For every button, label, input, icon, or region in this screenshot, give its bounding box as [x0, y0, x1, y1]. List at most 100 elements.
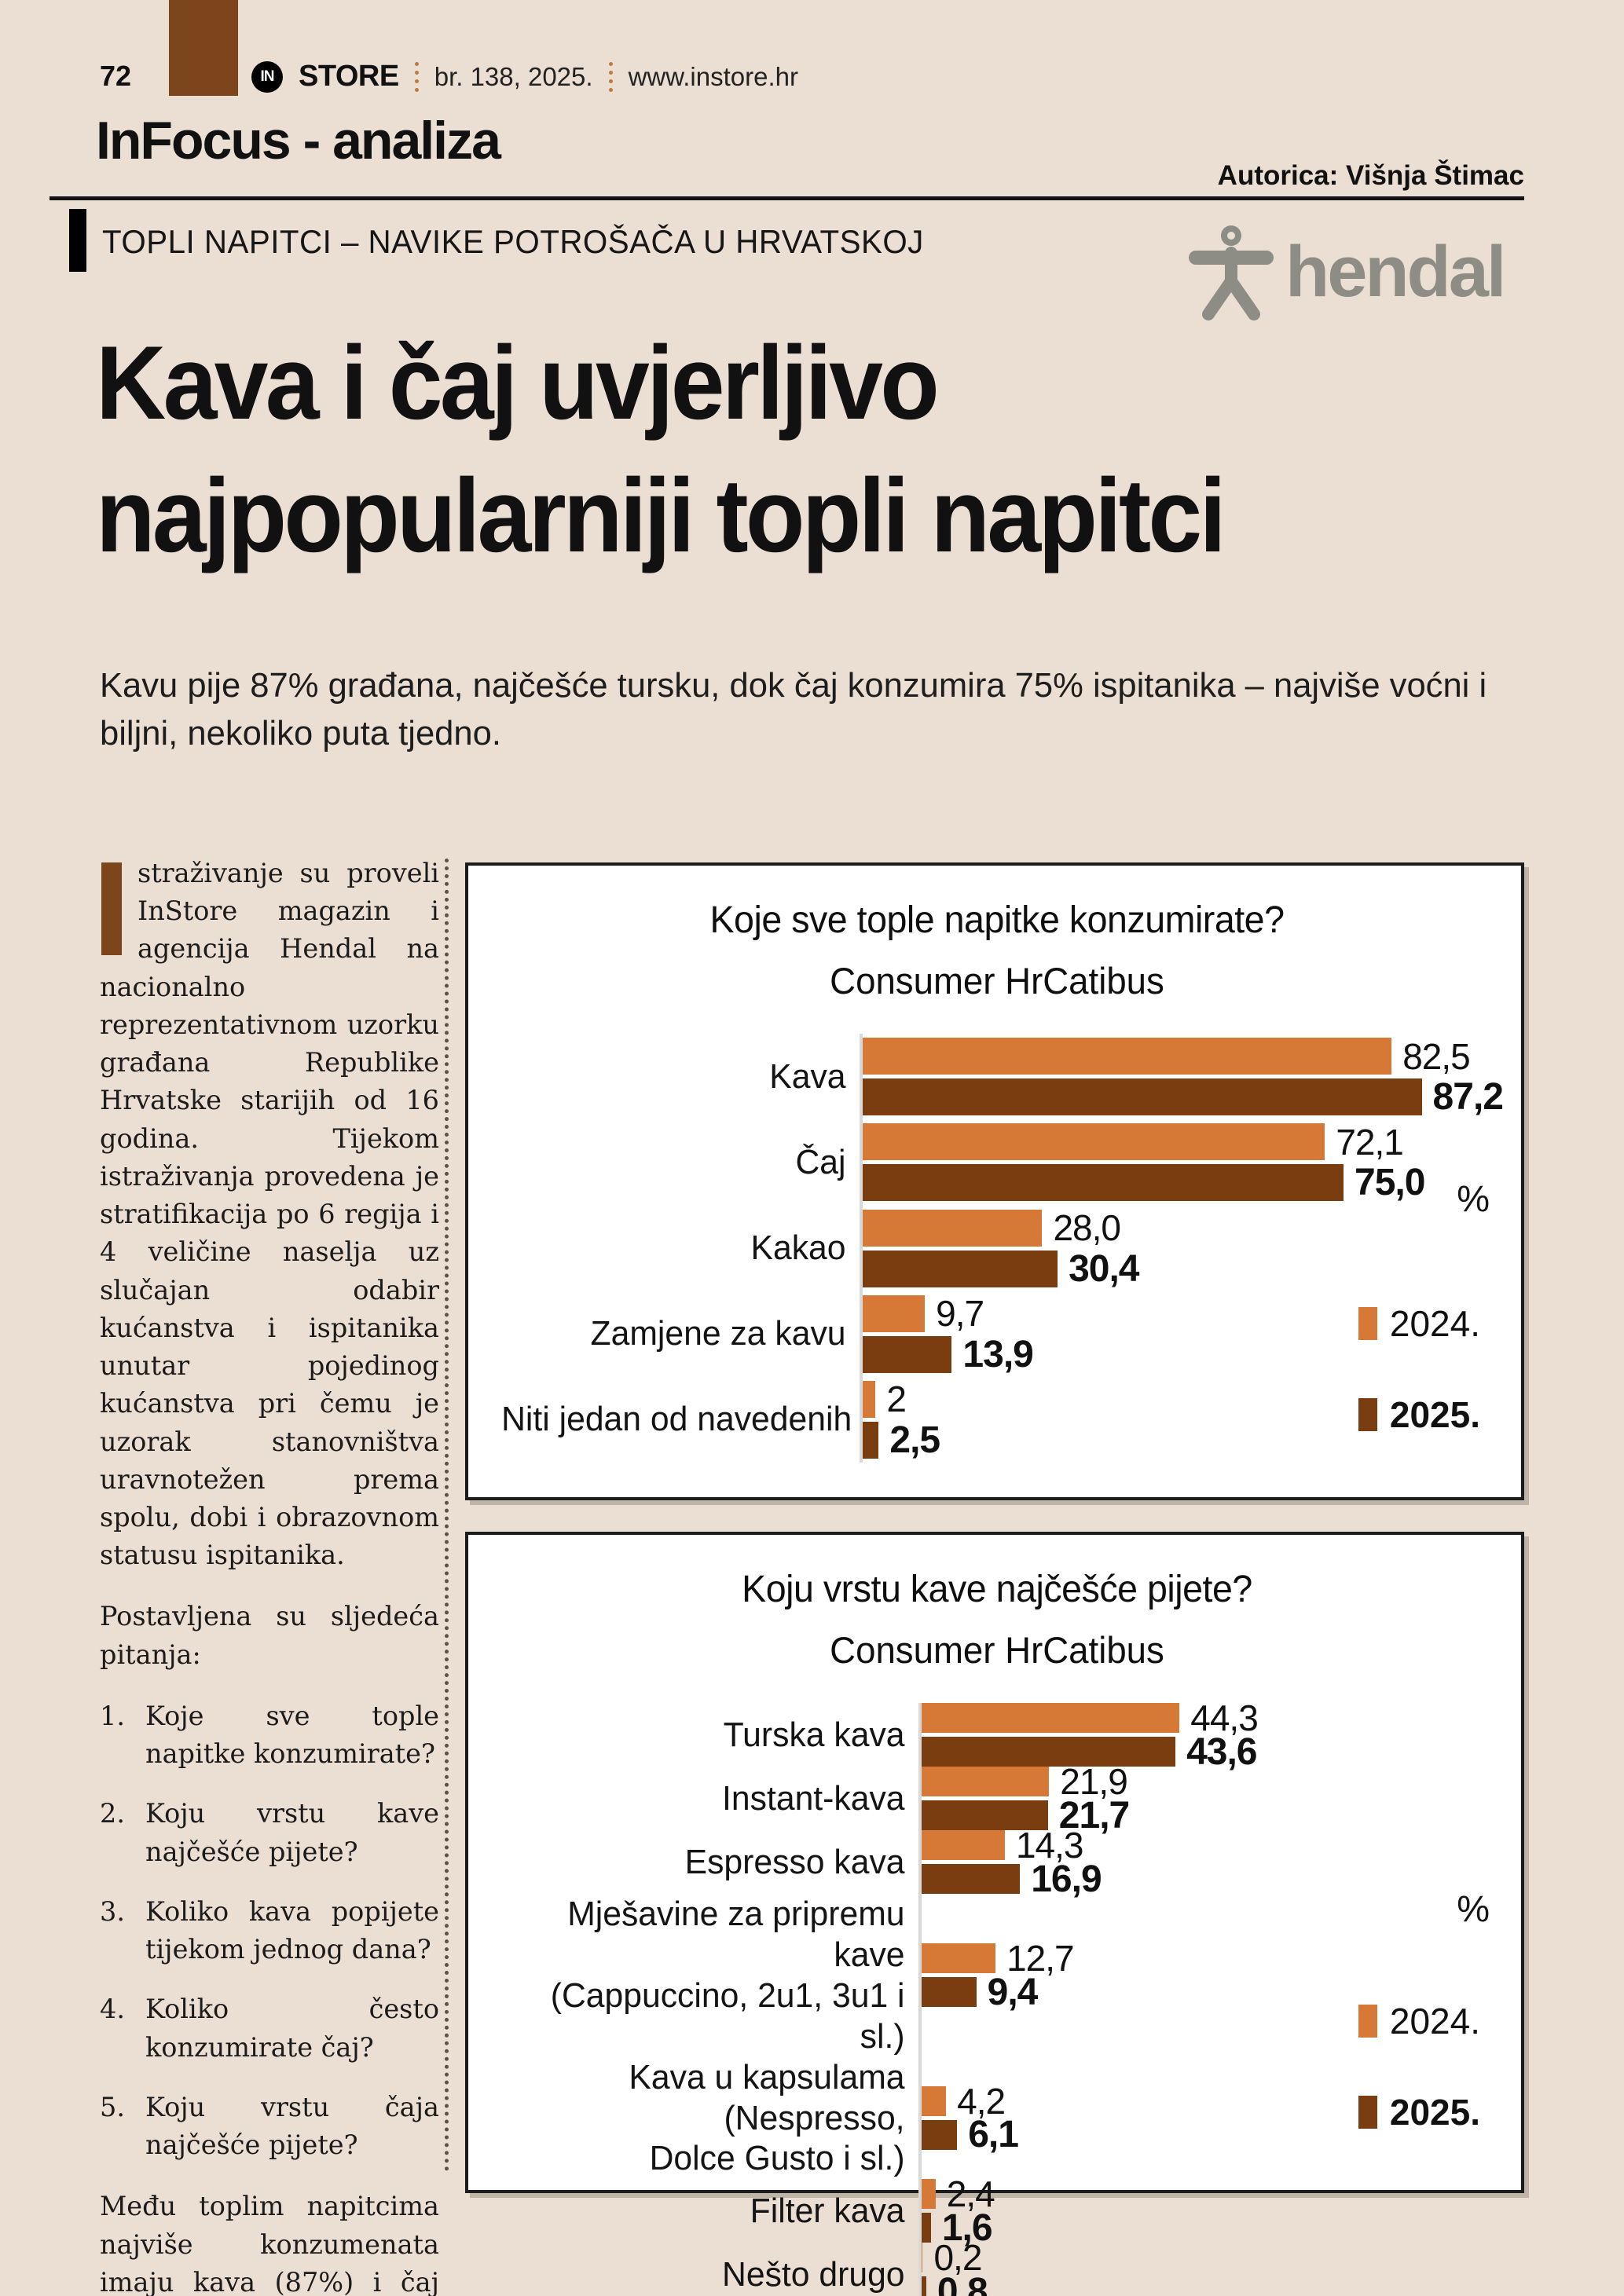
hendal-person-icon: [1189, 225, 1274, 320]
bar-2025-5: [863, 1421, 879, 1459]
value-label: 9,7: [936, 1293, 984, 1335]
section-title: InFocus - analiza: [96, 111, 501, 170]
value-label: 75,0: [1355, 1162, 1425, 1204]
legend-swatch: [1358, 1306, 1377, 1340]
bar-2025-3: [863, 1250, 1058, 1287]
article-lead: Kavu pije 87% građana, najčešće tursku, …: [100, 666, 1487, 753]
bar-2025-5: [922, 2119, 958, 2150]
value-label: 30,4: [1069, 1247, 1139, 1290]
legend-label: 2024.: [1389, 2001, 1480, 2041]
bar-group: 82,5 87,2: [860, 1034, 1504, 1120]
bar-line: 21,7: [922, 1795, 1504, 1836]
chart-rows: Kava 82,5 87,2 Čaj 72,1 75,0 Kakao 28,0 30,4 Zamj…: [490, 1034, 1504, 1463]
bar-line: 28,0: [863, 1207, 1504, 1248]
value-label: 0,2: [933, 2237, 982, 2279]
article-paragraph: Među toplim napitcima najviše konzumenat…: [100, 2191, 439, 2296]
bar-group: 14,3 16,9: [918, 1825, 1504, 1900]
bar-line: 0,8: [922, 2271, 1504, 2296]
hendal-logo: hendal: [1185, 222, 1506, 322]
bar-2025-1: [922, 1737, 1176, 1767]
bar-2024-1: [863, 1038, 1392, 1075]
bar-line: 9,4: [922, 1972, 1504, 2013]
category-label: Niti jedan od navedenih: [501, 1400, 852, 1439]
value-label: 14,3: [1015, 1825, 1084, 1866]
value-label: 87,2: [1432, 1076, 1504, 1119]
dotted-separator: [414, 61, 419, 92]
hendal-logo-text: hendal: [1285, 231, 1506, 312]
instore-logo-text: STORE: [299, 60, 399, 93]
bar-line: 75,0: [863, 1162, 1504, 1204]
bar-line: 4,2: [922, 2081, 1504, 2122]
bar-2024-4: [922, 1943, 996, 1974]
value-label: 6,1: [968, 2114, 1019, 2156]
value-label: 21,9: [1060, 1761, 1128, 1802]
bar-line: 72,1: [863, 1121, 1504, 1163]
value-label: 21,7: [1058, 1794, 1130, 1836]
value-label: 0,8: [937, 2270, 988, 2296]
dropcap-block: [101, 862, 122, 955]
question-item: Koju vrstu čaja najčešće pijete?: [100, 2089, 439, 2161]
bar-group: 44,3 43,6: [918, 1697, 1504, 1773]
bar-line: 12,7: [922, 1938, 1504, 1979]
bar-2024-5: [922, 2085, 947, 2116]
value-label: 2,4: [946, 2173, 995, 2215]
value-label: 82,5: [1402, 1035, 1471, 1077]
bar-2024-1: [922, 1703, 1180, 1733]
bar-line: 21,9: [922, 1761, 1504, 1802]
bar-2025-6: [922, 2213, 931, 2243]
bar-line: 1,6: [922, 2207, 1504, 2249]
paragraph-text: straživanje su proveli InStore magazin i…: [100, 858, 439, 1571]
legend-item-2025: 2025.: [1358, 1393, 1480, 1436]
bar-line: 82,5: [863, 1035, 1504, 1077]
legend-item-2024: 2024.: [1358, 1302, 1480, 1345]
bar-line: 14,3: [922, 1825, 1504, 1866]
value-label: 12,7: [1006, 1938, 1075, 1979]
chart-row: Filter kava 2,4 1,6: [490, 2173, 1504, 2249]
masthead: IN STORE br. 138, 2025. www.instore.hr: [251, 60, 798, 93]
chart-row: Espresso kava 14,3 16,9: [490, 1825, 1504, 1900]
bar-2025-1: [863, 1078, 1422, 1116]
dotted-separator: [608, 61, 613, 92]
chart-row: Nešto drugo 0,2 0,8: [490, 2237, 1504, 2296]
website-url: www.instore.hr: [628, 61, 798, 91]
value-label: 13,9: [962, 1333, 1033, 1375]
chart-panel-topli-napitci: Koje sve tople napitke konzumirate? Cons…: [465, 862, 1524, 1500]
headline-line-2: najpopularniji topli napitci: [96, 457, 1226, 574]
bar-2025-2: [863, 1164, 1344, 1202]
legend-label: 2025.: [1389, 2092, 1480, 2133]
chart-row: Zamjene za kavu 9,7 13,9: [490, 1291, 1504, 1377]
article-paragraph: Postavljena su sljedeća pitanja:: [100, 1601, 439, 1670]
legend-label: 2025.: [1389, 1393, 1480, 1435]
article-kicker: TOPLI NAPITCI – NAVIKE POTROŠAČA U HRVAT…: [102, 223, 924, 260]
category-label: Filter kava: [750, 2191, 905, 2230]
question-item: Koju vrstu kave najčešće pijete?: [100, 1795, 439, 1867]
issue-number: br. 138, 2025.: [434, 61, 593, 91]
article-body-column: straživanje su proveli InStore magazin i…: [100, 855, 439, 2296]
bar-group: 12,7 9,4: [918, 1894, 1504, 2057]
chart-plot-area: Kava 82,5 87,2 Čaj 72,1 75,0 Kakao 28,0 30,4 Zamj…: [490, 1029, 1504, 1477]
bar-2024-4: [863, 1294, 926, 1332]
article-headline: Kava i čaj uvjerljivo najpopularniji top…: [96, 317, 1226, 583]
value-label: 72,1: [1336, 1121, 1404, 1163]
column-dotted-separator: [445, 859, 449, 2172]
value-label: 43,6: [1186, 1730, 1257, 1773]
bar-group: 9,7 13,9: [860, 1291, 1504, 1377]
bar-2025-2: [922, 1800, 1048, 1830]
bar-2024-2: [922, 1767, 1050, 1796]
bar-line: 87,2: [863, 1076, 1504, 1118]
bar-2024-3: [922, 1830, 1005, 1860]
chart-row: Niti jedan od navedenih 2 2,5: [490, 1376, 1504, 1463]
bar-group: 2 2,5: [860, 1376, 1504, 1463]
bar-group: 4,2 6,1: [918, 2056, 1504, 2180]
chart-row: Instant-kava 21,9 21,7: [490, 1761, 1504, 1836]
chart-row: Čaj 72,1 75,0: [490, 1119, 1504, 1206]
chart-legend: 2024. 2025.: [1358, 2000, 1480, 2133]
bar-line: 2: [863, 1379, 1504, 1419]
value-label: 9,4: [987, 1971, 1039, 2013]
value-label: 4,2: [957, 2080, 1006, 2122]
chart-row: Kava u kapsulama (Nespresso, Dolce Gusto…: [490, 2056, 1504, 2180]
headline-line-1: Kava i čaj uvjerljivo: [96, 325, 940, 441]
bar-line: 0,2: [922, 2237, 1504, 2278]
bar-line: 6,1: [922, 2114, 1504, 2155]
